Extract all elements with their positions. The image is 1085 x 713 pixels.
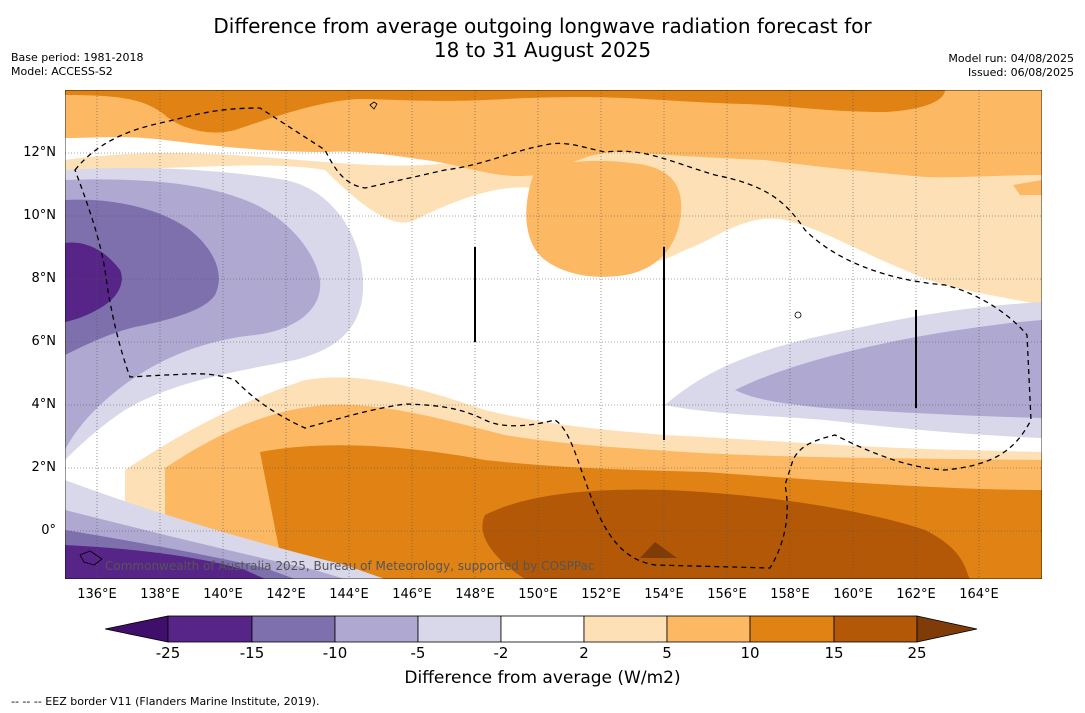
colorbar xyxy=(105,615,978,643)
colorbar-bin-neg15 xyxy=(167,615,253,643)
watermark-text: Commonwealth of Australia 2025, Bureau o… xyxy=(105,559,595,573)
lat-label-0: 0° xyxy=(41,523,56,538)
islands xyxy=(79,101,802,566)
colorbar-tick: -2 xyxy=(493,644,509,662)
lon-label-152e: 152°E xyxy=(581,587,621,602)
chart-title-line-2: 18 to 31 August 2025 xyxy=(433,38,652,62)
colorbar-tick: 2 xyxy=(579,644,589,662)
model-text: Model: ACCESS-S2 xyxy=(11,65,113,78)
lon-label-164e: 164°E xyxy=(959,587,999,602)
colorbar-bin-neg10 xyxy=(251,615,336,643)
band-north-pos10 xyxy=(65,90,945,133)
chart-title-line-1: Difference from average outgoing longwav… xyxy=(213,14,872,38)
lon-label-136e: 136°E xyxy=(77,587,117,602)
blob-right-pos5 xyxy=(1013,180,1042,195)
lat-label-12n: 12°N xyxy=(23,145,56,160)
colorbar-bin-neg2 xyxy=(417,615,502,643)
lon-label-148e: 148°E xyxy=(455,587,495,602)
colorbar-title: Difference from average (W/m2) xyxy=(404,668,681,688)
colorbar-bin-pos15 xyxy=(833,615,918,643)
colorbar-bin-pos10 xyxy=(749,615,835,643)
lat-label-2n: 2°N xyxy=(31,460,57,475)
band-north-pos5 xyxy=(65,90,1042,178)
colorbar-tick: 10 xyxy=(740,644,760,662)
lon-label-142e: 142°E xyxy=(266,587,306,602)
blob-center-pos5 xyxy=(526,160,682,277)
lon-label-162e: 162°E xyxy=(896,587,936,602)
band-north-pos2 xyxy=(65,130,1042,305)
colorbar-extend-min xyxy=(105,615,169,643)
lon-label-156e: 156°E xyxy=(707,587,747,602)
colorbar-tick: -10 xyxy=(322,644,348,662)
base-period-text: Base period: 1981-2018 xyxy=(11,51,144,64)
lat-label-10n: 10°N xyxy=(23,208,56,223)
lon-label-160e: 160°E xyxy=(833,587,873,602)
colorbar-tick: 15 xyxy=(824,644,844,662)
lon-label-140e: 140°E xyxy=(203,587,243,602)
lat-label-4n: 4°N xyxy=(31,397,57,412)
band-sw-neg15 xyxy=(65,545,265,579)
colorbar-extend-max xyxy=(916,615,978,643)
band-east-neg5 xyxy=(735,320,1042,418)
eez-border xyxy=(74,107,1032,569)
colorbar-bin-pos5 xyxy=(666,615,751,643)
anomaly-map: Commonwealth of Australia 2025, Bureau o… xyxy=(65,90,1042,579)
colorbar-tick: -5 xyxy=(410,644,426,662)
colorbar-tick: 25 xyxy=(907,644,927,662)
lat-label-6n: 6°N xyxy=(31,334,57,349)
lon-label-150e: 150°E xyxy=(518,587,558,602)
lon-label-138e: 138°E xyxy=(140,587,180,602)
metadata-left: Base period: 1981-2018 Model: ACCESS-S2 xyxy=(11,51,143,79)
lon-label-158e: 158°E xyxy=(770,587,810,602)
lat-label-8n: 8°N xyxy=(31,271,57,286)
colorbar-tick: -25 xyxy=(155,644,181,662)
blob-south-pos25 xyxy=(640,542,677,558)
colorbar-tick: -15 xyxy=(239,644,265,662)
lon-label-154e: 154°E xyxy=(644,587,684,602)
colorbar-tick: 5 xyxy=(662,644,672,662)
colorbar-bin-neg5 xyxy=(334,615,419,643)
colorbar-bin-zero xyxy=(500,615,585,643)
model-run-text: Model run: 04/08/2025 xyxy=(948,52,1074,65)
issued-text: Issued: 06/08/2025 xyxy=(967,66,1074,79)
band-west-neg10 xyxy=(65,199,219,355)
gridlines xyxy=(65,90,1042,579)
eez-legend: -- -- -- EEZ border V11 (Flanders Marine… xyxy=(11,695,320,708)
metadata-right: Model run: 04/08/2025 Issued: 06/08/2025 xyxy=(948,52,1074,80)
lon-label-146e: 146°E xyxy=(392,587,432,602)
boundary-bars xyxy=(474,247,917,440)
lon-label-144e: 144°E xyxy=(329,587,369,602)
band-west-neg15 xyxy=(65,242,122,322)
colorbar-bin-pos2 xyxy=(583,615,668,643)
band-south-pos15 xyxy=(482,489,970,579)
